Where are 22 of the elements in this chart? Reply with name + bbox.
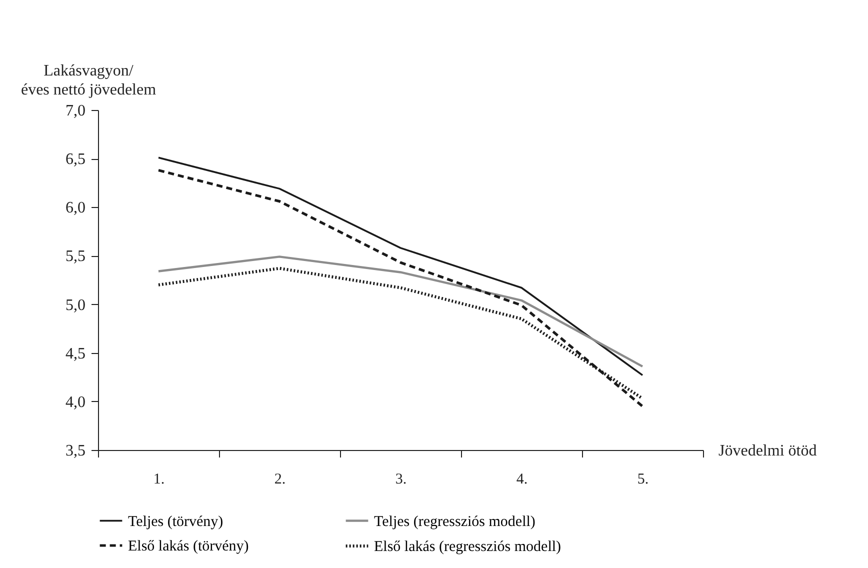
x-tick-label: 5.: [637, 472, 649, 488]
line-series: [157, 256, 644, 368]
line-series: [158, 156, 644, 376]
x-tick-label: 2.: [274, 472, 286, 488]
y-tick-label: 5,0: [66, 296, 86, 314]
y-tick-label: 7,0: [66, 102, 86, 120]
y-tick-label: 6,0: [66, 200, 86, 217]
line-series: [157, 168, 644, 408]
x-axis-title: Jövedelmi ötöd: [718, 442, 817, 460]
x-tick-label: 1.: [153, 472, 165, 488]
y-tick-label: 3,5: [66, 442, 86, 460]
y-tick-label: 4,0: [66, 394, 86, 411]
legend-label: Teljes (törvény): [128, 514, 224, 530]
y-axis-title: Lakásvagyon/ éves nettó jövedelem: [20, 62, 157, 98]
legend-label: Teljes (regressziós modell): [374, 514, 536, 530]
y-tick-label: 4,5: [66, 345, 86, 362]
legend-label: Első lakás (törvény): [128, 538, 249, 554]
legend-label: Első lakás (regressziós modell): [374, 539, 562, 555]
x-tick-label: 4.: [516, 472, 528, 488]
x-tick-label: 3.: [395, 472, 407, 488]
y-tick-label: 6,5: [66, 151, 86, 168]
y-tick-label: 5,5: [66, 248, 86, 266]
